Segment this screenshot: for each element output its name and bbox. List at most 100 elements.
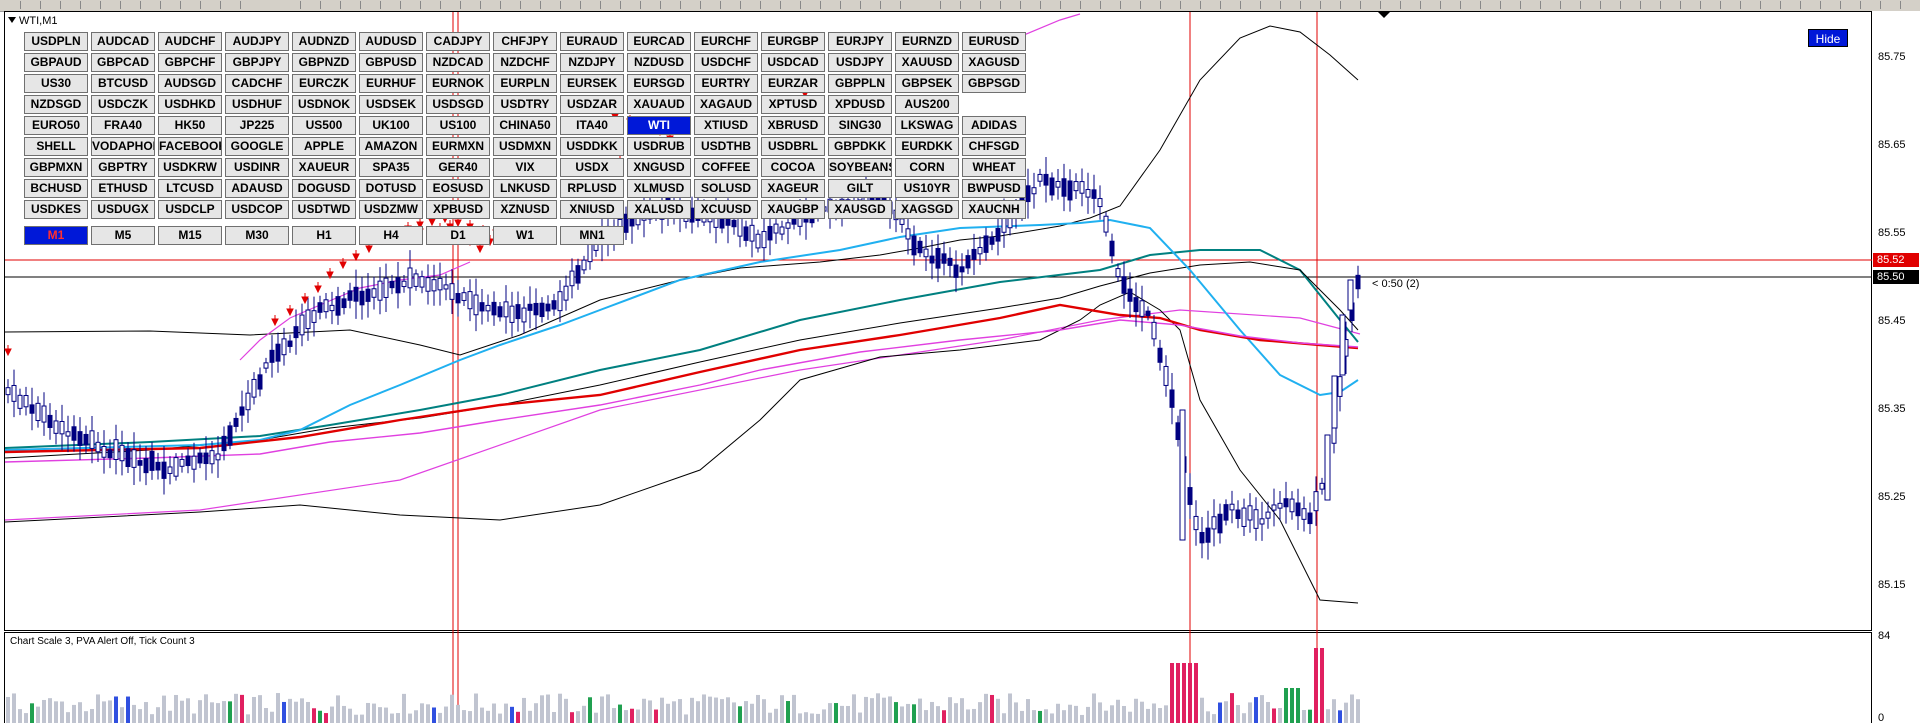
toolbar-icon[interactable] bbox=[1300, 1, 1311, 9]
toolbar-icon[interactable] bbox=[1180, 1, 1191, 9]
symbol-button-gbpsgd[interactable]: GBPSGD bbox=[962, 74, 1026, 93]
symbol-button-sing30[interactable]: SING30 bbox=[828, 116, 892, 135]
symbol-button-audusd[interactable]: AUDUSD bbox=[359, 32, 423, 51]
toolbar-icon[interactable] bbox=[1060, 1, 1071, 9]
symbol-button-nzdjpy[interactable]: NZDJPY bbox=[560, 53, 624, 72]
toolbar-icon[interactable] bbox=[200, 1, 211, 9]
symbol-button-chfsgd[interactable]: CHFSGD bbox=[962, 137, 1026, 156]
symbol-button-usdmxn[interactable]: USDMXN bbox=[493, 137, 557, 156]
symbol-button-xniusd[interactable]: XNIUSD bbox=[560, 200, 624, 219]
symbol-button-vodaphone[interactable]: VODAPHONE bbox=[91, 137, 155, 156]
symbol-button-xauaud[interactable]: XAUAUD bbox=[627, 95, 691, 114]
toolbar-icon[interactable] bbox=[940, 1, 951, 9]
symbol-button-usdchf[interactable]: USDCHF bbox=[694, 53, 758, 72]
symbol-button-coffee[interactable]: COFFEE bbox=[694, 158, 758, 177]
symbol-button-fra40[interactable]: FRA40 bbox=[91, 116, 155, 135]
symbol-button-amazon[interactable]: AMAZON bbox=[359, 137, 423, 156]
toolbar-icon[interactable] bbox=[1880, 1, 1891, 9]
toolbar-icon[interactable] bbox=[120, 1, 131, 9]
toolbar-icon[interactable] bbox=[1500, 1, 1511, 9]
symbol-button-usdczk[interactable]: USDCZK bbox=[91, 95, 155, 114]
symbol-button-euro50[interactable]: EURO50 bbox=[24, 116, 88, 135]
symbol-button-vix[interactable]: VIX bbox=[493, 158, 557, 177]
toolbar-icon[interactable] bbox=[560, 1, 571, 9]
symbol-button-usddkk[interactable]: USDDKK bbox=[560, 137, 624, 156]
hide-button[interactable]: Hide bbox=[1808, 29, 1848, 47]
symbol-button-aus200[interactable]: AUS200 bbox=[895, 95, 959, 114]
toolbar-icon[interactable] bbox=[960, 1, 971, 9]
symbol-button-hk50[interactable]: HK50 bbox=[158, 116, 222, 135]
symbol-button-usdzmw[interactable]: USDZMW bbox=[359, 200, 423, 219]
toolbar-icon[interactable] bbox=[1580, 1, 1591, 9]
symbol-button-dotusd[interactable]: DOTUSD bbox=[359, 179, 423, 198]
symbol-button-xngusd[interactable]: XNGUSD bbox=[627, 158, 691, 177]
collapse-triangle-icon[interactable] bbox=[8, 17, 16, 23]
toolbar-icon[interactable] bbox=[1640, 1, 1651, 9]
symbol-button-eurnok[interactable]: EURNOK bbox=[426, 74, 490, 93]
symbol-button-rplusd[interactable]: RPLUSD bbox=[560, 179, 624, 198]
symbol-button-gilt[interactable]: GILT bbox=[828, 179, 892, 198]
symbol-button-usdkrw[interactable]: USDKRW bbox=[158, 158, 222, 177]
toolbar-icon[interactable] bbox=[1760, 1, 1771, 9]
symbol-button-eurpln[interactable]: EURPLN bbox=[493, 74, 557, 93]
toolbar-icon[interactable] bbox=[1140, 1, 1151, 9]
symbol-button-china50[interactable]: CHINA50 bbox=[493, 116, 557, 135]
toolbar-icon[interactable] bbox=[220, 1, 231, 9]
price-axis[interactable]: 85.75 85.65 85.55 85.45 85.35 85.25 85.15 85.52… bbox=[1872, 11, 1920, 724]
symbol-button-dogusd[interactable]: DOGUSD bbox=[292, 179, 356, 198]
symbol-button-gbpcad[interactable]: GBPCAD bbox=[91, 53, 155, 72]
symbol-button-apple[interactable]: APPLE bbox=[292, 137, 356, 156]
toolbar-icon[interactable] bbox=[1860, 1, 1871, 9]
timeframe-button-m1[interactable]: M1 bbox=[24, 226, 88, 245]
toolbar-icon[interactable] bbox=[740, 1, 751, 9]
toolbar-icon[interactable] bbox=[300, 1, 311, 9]
symbol-button-usdbrl[interactable]: USDBRL bbox=[761, 137, 825, 156]
symbol-button-lnkusd[interactable]: LNKUSD bbox=[493, 179, 557, 198]
symbol-button-audjpy[interactable]: AUDJPY bbox=[225, 32, 289, 51]
symbol-button-eurgbp[interactable]: EURGBP bbox=[761, 32, 825, 51]
symbol-button-google[interactable]: GOOGLE bbox=[225, 137, 289, 156]
timeframe-button-m30[interactable]: M30 bbox=[225, 226, 289, 245]
toolbar-icon[interactable] bbox=[320, 1, 331, 9]
symbol-button-gbpsek[interactable]: GBPSEK bbox=[895, 74, 959, 93]
toolbar-icon[interactable] bbox=[900, 1, 911, 9]
toolbar-icon[interactable] bbox=[40, 1, 51, 9]
symbol-button-xalusd[interactable]: XALUSD bbox=[627, 200, 691, 219]
toolbar-icon[interactable] bbox=[540, 1, 551, 9]
toolbar-icon[interactable] bbox=[1100, 1, 1111, 9]
symbol-button-audnzd[interactable]: AUDNZD bbox=[292, 32, 356, 51]
symbol-button-usdzar[interactable]: USDZAR bbox=[560, 95, 624, 114]
toolbar-icon[interactable] bbox=[160, 1, 171, 9]
symbol-button-solusd[interactable]: SOLUSD bbox=[694, 179, 758, 198]
symbol-button-wheat[interactable]: WHEAT bbox=[962, 158, 1026, 177]
toolbar-icon[interactable] bbox=[1660, 1, 1671, 9]
symbol-button-xznusd[interactable]: XZNUSD bbox=[493, 200, 557, 219]
toolbar-icon[interactable] bbox=[1600, 1, 1611, 9]
symbol-button-ita40[interactable]: ITA40 bbox=[560, 116, 624, 135]
symbol-button-eurmxn[interactable]: EURMXN bbox=[426, 137, 490, 156]
symbol-button-gbptry[interactable]: GBPTRY bbox=[91, 158, 155, 177]
toolbar-icon[interactable] bbox=[180, 1, 191, 9]
toolbar-icon[interactable] bbox=[1440, 1, 1451, 9]
symbol-button-xcuusd[interactable]: XCUUSD bbox=[694, 200, 758, 219]
symbol-button-usdtwd[interactable]: USDTWD bbox=[292, 200, 356, 219]
toolbar-icon[interactable] bbox=[780, 1, 791, 9]
toolbar-icon[interactable] bbox=[1540, 1, 1551, 9]
symbol-button-spa35[interactable]: SPA35 bbox=[359, 158, 423, 177]
symbol-button-usdthb[interactable]: USDTHB bbox=[694, 137, 758, 156]
timeframe-button-h1[interactable]: H1 bbox=[292, 226, 356, 245]
symbol-button-gbpchf[interactable]: GBPCHF bbox=[158, 53, 222, 72]
symbol-button-ltcusd[interactable]: LTCUSD bbox=[158, 179, 222, 198]
toolbar-icon[interactable] bbox=[380, 1, 391, 9]
symbol-button-usdclp[interactable]: USDCLP bbox=[158, 200, 222, 219]
symbol-button-adidas[interactable]: ADIDAS bbox=[962, 116, 1026, 135]
timeframe-button-h4[interactable]: H4 bbox=[359, 226, 423, 245]
symbol-button-euraud[interactable]: EURAUD bbox=[560, 32, 624, 51]
symbol-button-ethusd[interactable]: ETHUSD bbox=[91, 179, 155, 198]
symbol-button-nzdusd[interactable]: NZDUSD bbox=[627, 53, 691, 72]
symbol-button-usdcop[interactable]: USDCOP bbox=[225, 200, 289, 219]
toolbar-icon[interactable] bbox=[760, 1, 771, 9]
timeframe-button-mn1[interactable]: MN1 bbox=[560, 226, 624, 245]
toolbar-icon[interactable] bbox=[500, 1, 511, 9]
symbol-button-xaucnh[interactable]: XAUCNH bbox=[962, 200, 1026, 219]
